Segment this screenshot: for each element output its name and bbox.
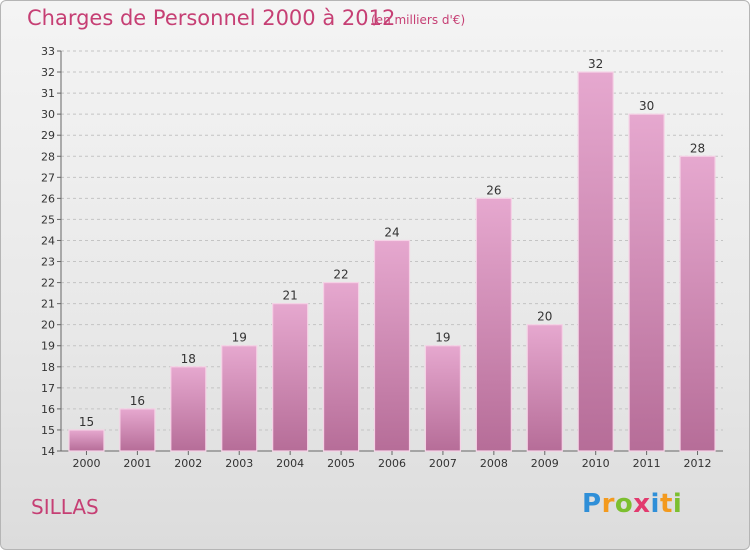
y-tick-label: 16: [41, 403, 55, 416]
y-tick-label: 29: [41, 129, 55, 142]
data-label: 18: [181, 352, 196, 366]
y-tick-label: 21: [41, 298, 55, 311]
data-label: 32: [588, 57, 603, 71]
x-tick-label: 2008: [480, 457, 508, 470]
bar: [170, 366, 207, 452]
bar: [577, 71, 614, 452]
y-tick-label: 18: [41, 361, 55, 374]
x-tick-label: 2004: [276, 457, 304, 470]
bar: [68, 429, 105, 452]
data-label: 20: [537, 310, 552, 324]
commune-name: SILLAS: [31, 495, 99, 519]
bar: [373, 239, 411, 452]
bar: [119, 408, 156, 452]
x-tick-label: 2006: [378, 457, 406, 470]
data-label: 21: [283, 289, 298, 303]
bar: [272, 303, 309, 452]
logo-letter: P: [582, 489, 602, 519]
bar: [221, 345, 258, 452]
data-label: 30: [639, 99, 654, 113]
y-tick-label: 22: [41, 277, 55, 290]
y-tick-label: 30: [41, 108, 55, 121]
logo-letter: t: [659, 489, 673, 519]
x-tick-label: 2009: [531, 457, 559, 470]
y-tick-label: 28: [41, 150, 55, 163]
y-tick-label: 25: [41, 213, 55, 226]
bar: [679, 155, 716, 452]
data-label: 22: [333, 268, 348, 282]
data-label: 28: [690, 141, 705, 155]
y-tick-label: 19: [41, 340, 55, 353]
logo-letter: r: [601, 489, 615, 519]
y-tick-label: 32: [41, 66, 55, 79]
x-tick-label: 2012: [684, 457, 712, 470]
y-tick-label: 17: [41, 382, 55, 395]
bar: [526, 324, 563, 452]
data-label: 19: [232, 331, 247, 345]
y-tick-label: 15: [41, 424, 55, 437]
y-tick-label: 14: [41, 445, 55, 458]
bar: [628, 113, 665, 452]
y-tick-label: 31: [41, 87, 55, 100]
x-tick-label: 2002: [174, 457, 202, 470]
bar: [475, 197, 512, 452]
chart-title: Charges de Personnel 2000 à 2012: [27, 6, 396, 30]
logo-letter: o: [614, 489, 634, 519]
data-label: 16: [130, 394, 145, 408]
y-tick-label: 20: [41, 319, 55, 332]
bar: [424, 345, 462, 452]
y-tick-label: 27: [41, 171, 55, 184]
y-tick-label: 24: [41, 234, 55, 247]
bar: [322, 281, 360, 452]
proxiti-logo[interactable]: Proxiti: [582, 489, 682, 519]
data-label: 26: [486, 183, 501, 197]
y-tick-label: 33: [41, 45, 55, 58]
y-tick-label: 23: [41, 256, 55, 269]
logo-letter: i: [650, 489, 660, 519]
x-tick-label: 2010: [582, 457, 610, 470]
x-tick-label: 2001: [123, 457, 151, 470]
data-label: 19: [435, 331, 450, 345]
x-tick-label: 2003: [225, 457, 253, 470]
y-tick-label: 26: [41, 192, 55, 205]
chart-subtitle: (en milliers d'€): [371, 13, 466, 27]
x-tick-label: 2011: [633, 457, 661, 470]
data-label: 24: [384, 225, 399, 239]
x-tick-label: 2005: [327, 457, 355, 470]
x-tick-label: 2007: [429, 457, 457, 470]
data-label: 15: [79, 415, 94, 429]
logo-letter: i: [672, 489, 683, 519]
x-tick-label: 2000: [72, 457, 100, 470]
logo-letter: x: [633, 489, 651, 519]
